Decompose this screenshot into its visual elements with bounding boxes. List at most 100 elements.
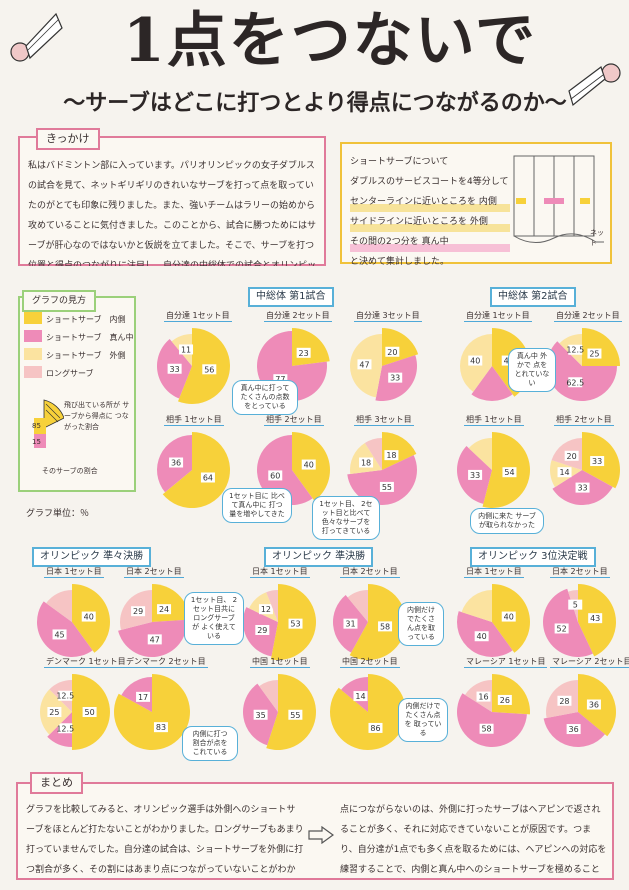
slice-label-bg [586,699,601,710]
slice-value-label: 29 [133,607,143,616]
pie-chart: 26 58 16 [457,674,530,747]
slice-label-bg [169,457,184,468]
slice-value-label: 29 [257,626,267,635]
slice-label-bg [353,691,368,702]
slice-label-bg [588,613,603,624]
chart-title: マレーシア 1セット目 [464,657,548,668]
slice-value-label: 36 [171,459,181,468]
service-court-diagram [513,155,604,243]
method-line: ショートサーブについて [350,157,449,167]
pie-slice [375,355,417,401]
method-line: ダブルスのサービスコートを4等分して [350,177,509,187]
slice-value-label: 18 [361,459,371,468]
pie-slice [49,680,72,712]
slice-label-bg [357,359,372,370]
slice-value-label: 14 [355,692,365,701]
chart-note: 真ん中 外かで 点を とれていない [508,348,556,392]
legend-example-value: 15 [32,438,41,446]
pie-slice [121,677,152,712]
chart-title: 相手 3セット目 [354,415,414,426]
pie-slice [543,712,605,747]
section-label: オリンピック 準決勝 [264,547,374,567]
pie-slice [259,680,278,712]
pie-slice [457,446,492,504]
slice-value-label: 16 [478,693,488,702]
slice-label-bg [296,347,311,358]
pie-slice [347,590,368,622]
slice-label-bg [388,372,403,383]
slice-value-label: 60 [270,471,280,480]
slice-label-bg [557,695,572,706]
chart-title: デンマーク 1セット目 [44,657,128,668]
chart-note: 内側だけで たくさん点を 取っている [398,698,448,742]
pie-chart: 54 33 [457,432,530,508]
slice-label-bg [202,364,217,375]
pie-slice [471,366,513,401]
pie-slice [330,674,406,750]
slice-label-bg [288,709,303,720]
pie-slice [543,588,593,657]
chart-title: 自分達 2セット目 [554,311,622,322]
legend-label: ロングサーブ [46,369,94,378]
slice-value-label: 40 [470,357,480,366]
chart-note: 1セット目に 比べて真ん中に 打つ量を増やしてきた [222,488,292,523]
slice-value-label: 33 [170,365,180,374]
pie-slice [464,680,492,712]
slice-label-bg [343,618,358,629]
chart-note: 1セット目、 2セット目と比べて 色々なサーブを 打ってきている [312,496,380,540]
slice-label-bg [82,707,97,717]
slice-label-bg [58,723,73,734]
slice-label-bg [200,472,215,483]
section-label: 中総体 第2試合 [490,287,576,307]
slice-label-bg [255,624,270,635]
pie-slice [551,438,582,470]
slice-value-label: 35 [256,711,266,720]
summary-right-text: 点につながらないのは、外側に打ったサーブはヘアピンで返されることが多く、それに対… [340,805,607,875]
chart-title: 自分達 1セット目 [464,311,532,322]
slice-value-label: 43 [590,614,600,623]
pie-slice [157,435,192,493]
pie-slice [37,601,93,657]
chart-title: マレーシア 2セット目 [550,656,629,668]
slice-value-label: 62.5 [566,378,584,387]
legend-tag: グラフの見方 [22,290,97,312]
slice-value-label: 58 [380,622,390,631]
chart-title: 相手 1セット目 [464,415,524,426]
slice-value-label: 17 [138,693,148,702]
pie-chart: 50 12.5 25 12.5 [40,674,110,750]
pie-slice [582,328,620,366]
slice-label-bg [268,470,283,481]
chart-title: 中国 1セット目 [250,657,310,668]
slice-value-label: 28 [559,697,569,706]
slice-value-label: 40 [84,613,94,622]
pie-slice [266,674,316,750]
pie-chart: 20 33 47 [350,328,419,401]
arrow-right-icon [308,826,334,844]
pie-chart: 40 40 [457,584,530,657]
slice-label-bg [385,346,400,357]
slice-label-bg [575,482,590,493]
slice-label-bg [587,348,602,359]
pie-chart: 43 52 5 [543,584,616,657]
pie-slice [171,334,192,366]
legend-example-chart [34,399,64,448]
slice-label-bg [131,606,146,617]
pie-slice [178,328,230,404]
page-title: 1点をつないで [123,6,537,76]
slice-value-label: 40 [504,613,514,622]
slice-label-bg [468,469,483,480]
pie-slice [72,674,110,750]
slice-label-bg [288,618,303,629]
slice-label-bg [147,634,162,645]
chart-title: 日本 1セット目 [44,567,104,578]
chart-title: 日本 2セット目 [124,567,184,578]
slice-value-label: 12.5 [566,346,584,355]
slice-value-label: 36 [589,701,599,710]
pie-slice [364,438,382,470]
pie-slice [492,584,530,653]
pie-chart: 36 36 28 [543,674,616,747]
slice-label-bg [497,694,512,705]
pie-slice [559,334,582,366]
pie-slice [546,680,578,718]
slice-label-bg [58,690,73,701]
